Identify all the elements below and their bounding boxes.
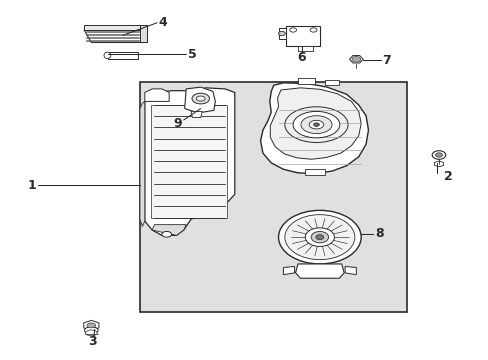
Polygon shape: [144, 88, 234, 235]
Ellipse shape: [435, 153, 442, 157]
Ellipse shape: [292, 111, 339, 138]
Text: 7: 7: [382, 54, 390, 67]
Polygon shape: [285, 26, 319, 46]
Polygon shape: [433, 161, 443, 167]
Polygon shape: [184, 87, 215, 112]
Text: 2: 2: [444, 170, 452, 183]
Polygon shape: [84, 24, 140, 30]
Ellipse shape: [278, 31, 285, 36]
Bar: [151, 105, 227, 217]
Ellipse shape: [104, 52, 111, 59]
Text: 5: 5: [188, 48, 197, 61]
Text: 4: 4: [158, 16, 167, 29]
Bar: [305, 168, 324, 175]
Text: 1: 1: [27, 179, 36, 192]
Text: 9: 9: [173, 117, 182, 130]
Ellipse shape: [196, 96, 204, 101]
Ellipse shape: [162, 231, 171, 237]
Ellipse shape: [310, 231, 328, 243]
Ellipse shape: [300, 116, 331, 134]
Bar: [140, 82, 407, 312]
Polygon shape: [152, 225, 186, 235]
Polygon shape: [144, 89, 169, 102]
Polygon shape: [345, 266, 356, 275]
Text: 8: 8: [375, 227, 383, 240]
Polygon shape: [283, 266, 294, 275]
Ellipse shape: [431, 151, 445, 159]
Ellipse shape: [305, 228, 334, 247]
Ellipse shape: [308, 120, 323, 129]
Polygon shape: [140, 24, 147, 42]
Text: 3: 3: [88, 335, 97, 348]
Ellipse shape: [87, 323, 96, 328]
Ellipse shape: [351, 57, 360, 62]
Ellipse shape: [285, 215, 354, 260]
Ellipse shape: [192, 93, 209, 104]
Polygon shape: [270, 88, 361, 159]
Polygon shape: [83, 320, 99, 330]
Ellipse shape: [84, 327, 98, 334]
Bar: [324, 80, 339, 85]
Polygon shape: [108, 52, 137, 59]
Polygon shape: [260, 83, 368, 174]
Polygon shape: [297, 46, 312, 51]
Ellipse shape: [289, 28, 296, 32]
Ellipse shape: [285, 107, 347, 143]
Text: 6: 6: [297, 51, 305, 64]
Ellipse shape: [315, 235, 323, 240]
Ellipse shape: [278, 210, 361, 264]
Ellipse shape: [85, 330, 97, 336]
Bar: [297, 78, 314, 84]
Ellipse shape: [313, 123, 319, 126]
Polygon shape: [140, 102, 144, 226]
Polygon shape: [84, 30, 147, 42]
Polygon shape: [295, 264, 344, 278]
Ellipse shape: [309, 28, 316, 32]
Polygon shape: [349, 55, 363, 63]
Polygon shape: [191, 111, 202, 117]
Polygon shape: [278, 28, 285, 39]
